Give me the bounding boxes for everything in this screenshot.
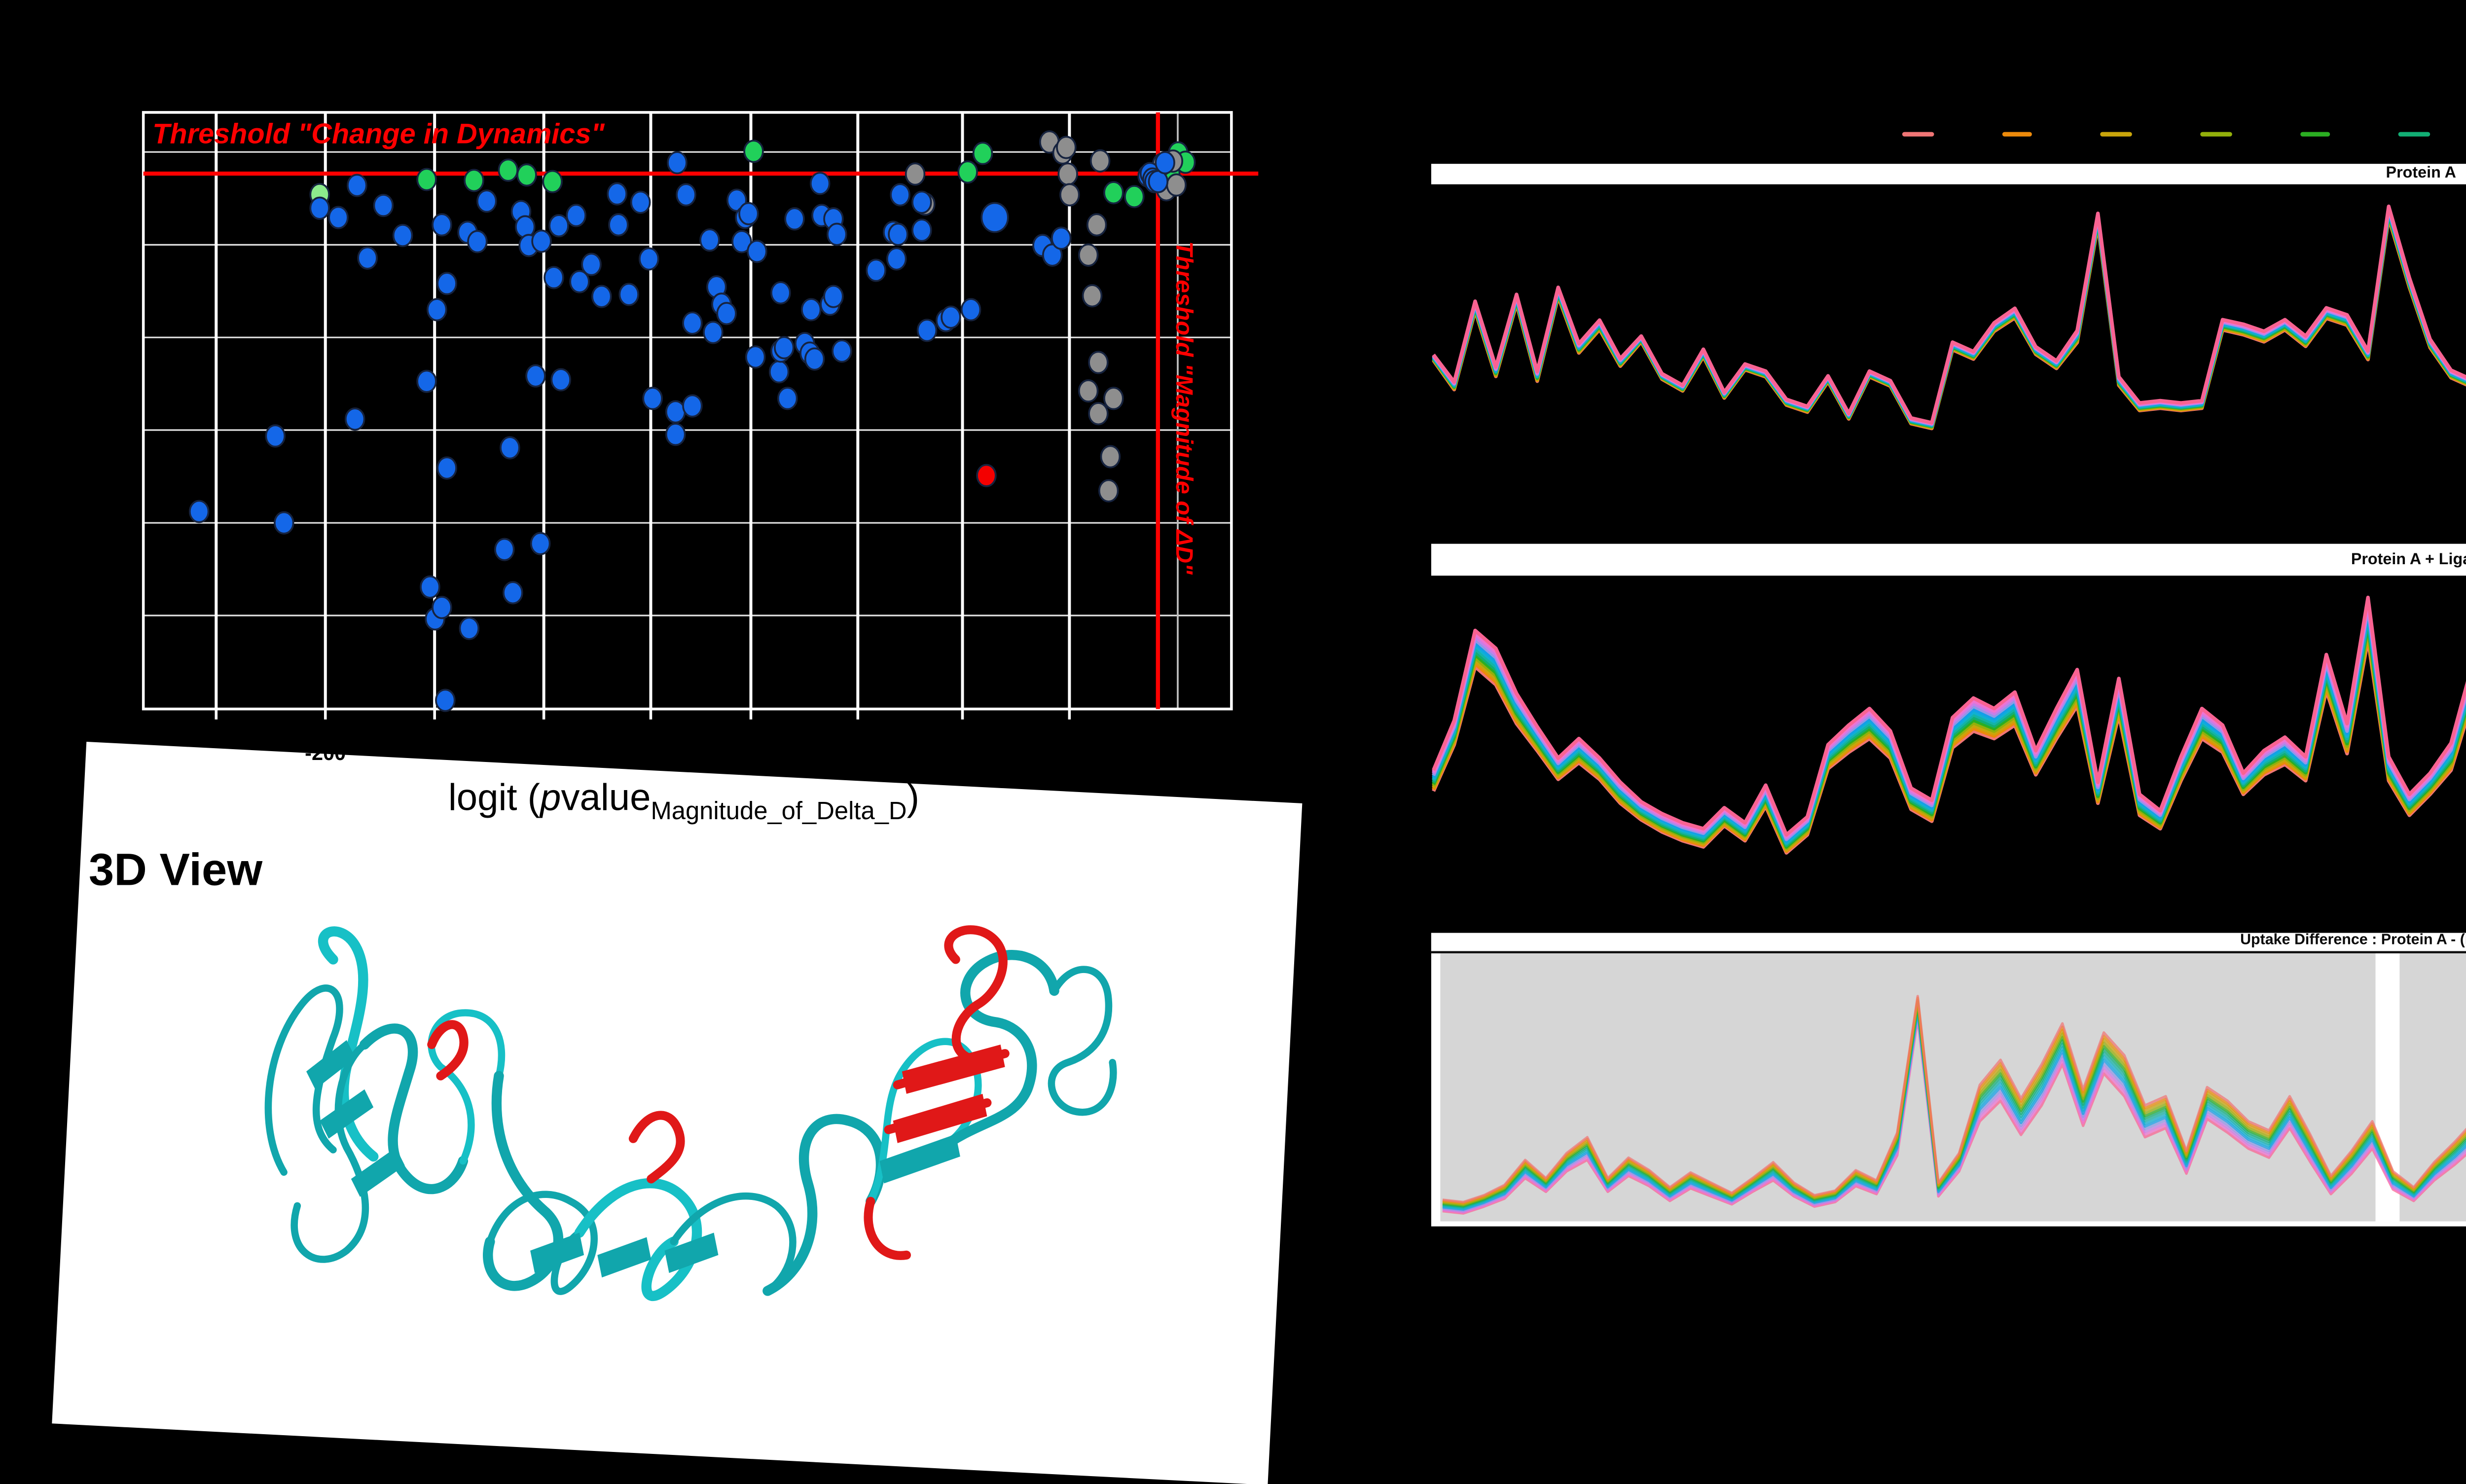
panel1-title: Protein A (2386, 165, 2456, 181)
legend-swatch[interactable] (2399, 131, 2430, 138)
volcano-plot[interactable] (0, 0, 1297, 774)
x-tick-label: 100 (945, 740, 980, 763)
panel1-canvas (1432, 204, 2466, 431)
panel1-chart[interactable] (1411, 191, 2466, 487)
threshold-magnitude-label: Threshold "Magnitude of ΔD" (1169, 241, 1197, 575)
axis-label-p: p (540, 778, 561, 819)
x-tick-label: -200 (305, 740, 346, 763)
panel2-title-bar: Protein A + Ligand (1431, 544, 2466, 576)
volcano-plot-canvas (142, 111, 1259, 720)
x-tick-label: 200 (1159, 740, 1194, 763)
legend-swatch[interactable] (2200, 131, 2231, 138)
panel2-title: Protein A + Ligand (2351, 551, 2466, 568)
panel3-canvas (1440, 952, 2466, 1221)
protein-ribbon (264, 925, 1117, 1301)
axis-label-prefix: logit ( (448, 778, 541, 819)
panel2-canvas (1432, 595, 2466, 855)
axis-label-close: ) (907, 778, 919, 819)
3d-view-title: 3D View (88, 846, 263, 897)
threshold-dynamics-label: Threshold "Change in Dynamics" (152, 118, 605, 150)
exposure-legend (1902, 131, 2466, 138)
panel3-title: Uptake Difference : Protein A - (Protein… (2240, 934, 2466, 950)
panel3-title-bar: Uptake Difference : Protein A - (Protein… (1431, 933, 2466, 951)
legend-swatch[interactable] (1902, 131, 1933, 138)
legend-swatch[interactable] (2101, 131, 2132, 138)
panel1-title-bar: Protein A (1431, 163, 2466, 183)
axis-label-subscript: Magnitude_of_Delta_D (651, 798, 907, 826)
protein-ribbon-viewport[interactable] (209, 915, 1142, 1340)
legend-swatch[interactable] (2300, 131, 2331, 138)
panel3-title-divider (1431, 950, 2466, 953)
x-tick-label: -100 (523, 740, 565, 763)
x-tick-label: 0 (745, 740, 757, 763)
panel2-chart[interactable] (1411, 576, 2466, 894)
panel3-chart[interactable] (1431, 952, 2466, 1221)
volcano-x-axis-label: logit (pvalueMagnitude_of_Delta_D) (448, 778, 919, 826)
axis-label-value: value (561, 778, 651, 819)
legend-swatch[interactable] (2001, 131, 2032, 138)
